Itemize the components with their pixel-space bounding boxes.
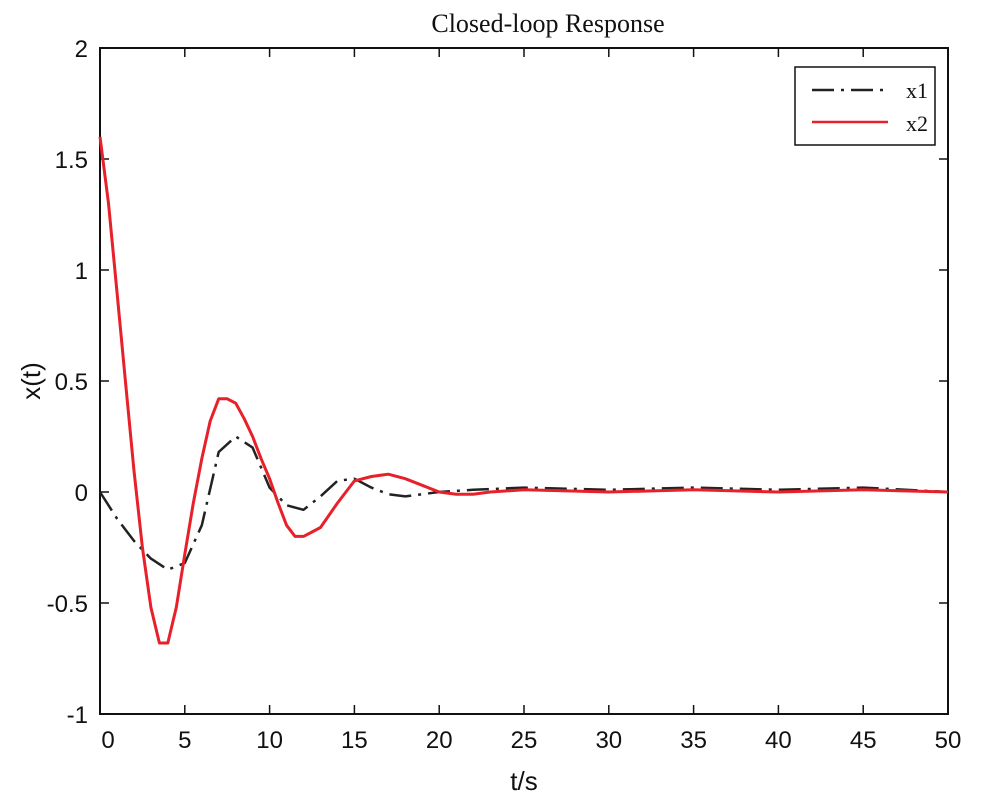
- legend: x1 x2: [794, 66, 936, 146]
- x-tick-label: 25: [511, 727, 538, 754]
- legend-box: [794, 66, 936, 146]
- x-axis-label: t/s: [510, 766, 537, 796]
- y-tick-label: 0: [75, 480, 88, 507]
- series-line-x1: [98, 435, 949, 571]
- x-tick-label: 10: [256, 727, 283, 754]
- x-tick-label: 15: [341, 727, 368, 754]
- series-line-x2: [98, 136, 949, 645]
- y-tick-label: -0.5: [47, 591, 88, 618]
- plot-area: [99, 47, 949, 715]
- x-tick-label: 45: [850, 727, 877, 754]
- y-tick-label: 1.5: [55, 147, 88, 174]
- y-tick-label: 1: [75, 258, 88, 285]
- series-layer: [98, 136, 949, 645]
- legend-label-x1: x1: [906, 78, 928, 103]
- x-tick-label: 30: [595, 727, 622, 754]
- y-axis-label: x(t): [16, 362, 46, 400]
- x-tick-label: 50: [935, 727, 962, 754]
- chart-title: Closed-loop Response: [431, 9, 664, 38]
- x-tick-label: 0: [101, 727, 114, 754]
- x-tick-label: 40: [765, 727, 792, 754]
- y-tick-label: -1: [67, 702, 88, 729]
- x-tick-label: 20: [426, 727, 453, 754]
- legend-label-x2: x2: [906, 111, 928, 136]
- x-tick-label: 5: [178, 727, 191, 754]
- ticks-layer: 0 5 10 15 20 25 30 35 40 45 50 -1 -0.5 0 0.5 1 1.5 2: [47, 36, 962, 754]
- y-tick-label: 0.5: [55, 369, 88, 396]
- x-tick-label: 35: [680, 727, 707, 754]
- y-tick-label: 2: [75, 36, 88, 63]
